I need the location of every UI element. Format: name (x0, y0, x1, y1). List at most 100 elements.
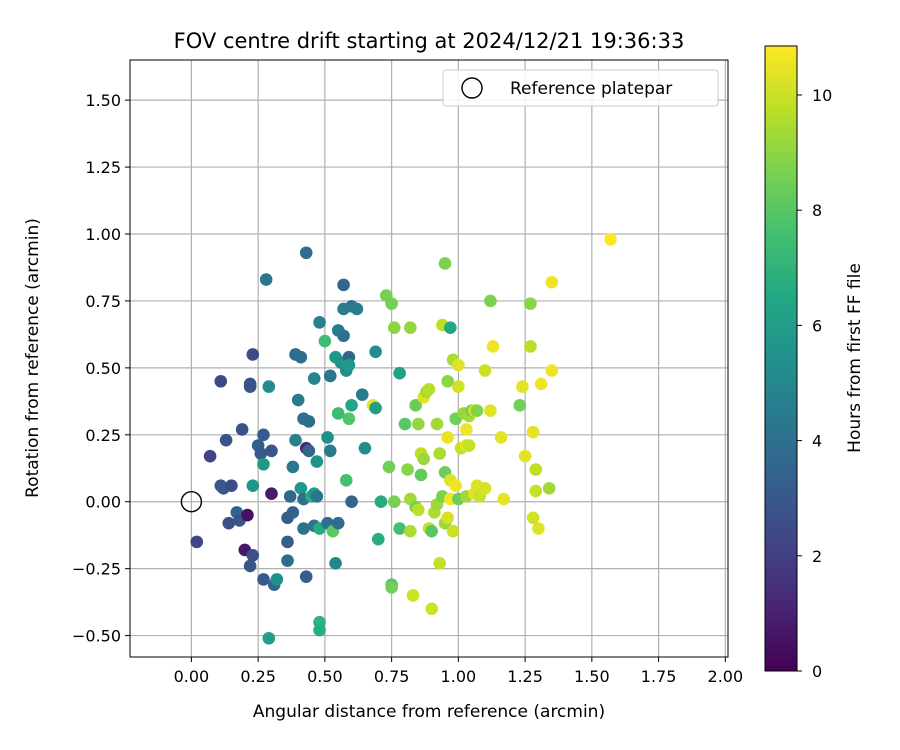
data-point (430, 417, 444, 431)
data-point (323, 444, 337, 458)
legend-marker (461, 77, 483, 99)
data-point (526, 425, 540, 439)
x-tick-label: 1.00 (441, 667, 477, 686)
data-point (412, 417, 425, 431)
data-point (329, 557, 342, 570)
data-point (286, 506, 300, 519)
data-point (412, 503, 425, 517)
data-point (387, 321, 401, 335)
data-point (225, 479, 238, 492)
data-point (449, 479, 462, 492)
data-point (387, 495, 401, 509)
data-point (339, 474, 353, 487)
data-point (524, 340, 537, 353)
data-point (262, 380, 276, 393)
data-point (438, 257, 452, 270)
x-tick-label: 1.50 (574, 667, 610, 686)
colorbar-tick-label: 0 (812, 662, 822, 681)
data-point (345, 399, 358, 412)
data-point (337, 278, 350, 292)
data-point (393, 366, 406, 380)
data-point (291, 393, 305, 407)
data-point (243, 380, 257, 393)
colorbar-tick-label: 8 (812, 201, 822, 220)
data-point (425, 524, 438, 538)
legend: Reference platepar (442, 69, 719, 107)
data-point (243, 559, 257, 573)
data-point (532, 522, 545, 535)
data-point (545, 364, 559, 377)
data-point (369, 401, 382, 415)
legend-box (442, 69, 719, 107)
data-point (283, 490, 297, 503)
data-point (518, 449, 532, 463)
y-tick-label: 0.25 (85, 426, 121, 445)
data-point (310, 455, 324, 468)
data-point (318, 334, 332, 348)
data-point (398, 417, 412, 431)
y-tick-label: 0.00 (85, 493, 121, 512)
legend-label: Reference platepar (510, 79, 672, 99)
data-point (222, 516, 236, 530)
data-point (478, 364, 492, 377)
data-point (604, 233, 617, 246)
reference-platepar-marker (180, 491, 203, 513)
y-axis: −0.50 −0.25 0.00 0.25 0.50 0.75 1.00 1.25 1.50 (72, 91, 130, 646)
plot-frame (129, 59, 729, 658)
data-point (246, 548, 260, 562)
data-point (542, 482, 556, 495)
data-point (497, 492, 511, 506)
data-point (294, 350, 308, 364)
data-point (297, 522, 310, 535)
data-point (294, 482, 308, 495)
data-point (262, 631, 276, 645)
y-tick-label: 0.75 (85, 292, 121, 311)
colorbar-tick-label: 4 (812, 432, 822, 451)
data-point (484, 294, 497, 308)
data-point (281, 554, 294, 567)
colorbar-tick-label: 6 (812, 316, 822, 335)
data-point (214, 374, 228, 388)
x-axis-label: Angular distance from reference (arcmin) (253, 702, 605, 722)
data-point (337, 329, 350, 343)
data-point (484, 404, 497, 418)
colorbar-tick-label: 10 (812, 86, 832, 105)
data-point (259, 273, 273, 286)
data-point (371, 532, 385, 546)
data-points (190, 233, 617, 645)
grid (130, 60, 728, 657)
data-point (302, 444, 316, 458)
data-point (299, 246, 313, 260)
data-point (516, 380, 529, 393)
data-point (382, 460, 396, 474)
data-point (313, 623, 326, 637)
data-point (513, 399, 527, 412)
data-point (310, 490, 324, 503)
data-point (289, 433, 302, 447)
data-point (441, 511, 454, 525)
data-point (409, 399, 422, 412)
data-point (350, 302, 364, 316)
data-point (374, 495, 388, 509)
x-tick-label: 0.00 (174, 667, 210, 686)
data-point (462, 439, 476, 452)
data-point (446, 524, 460, 538)
y-tick-label: 0.50 (85, 359, 121, 378)
x-tick-label: 2.00 (708, 667, 744, 686)
data-point (524, 297, 537, 310)
data-point (219, 433, 233, 447)
x-tick-label: 0.25 (240, 667, 276, 686)
data-point (417, 452, 430, 466)
data-point (331, 516, 345, 530)
data-point (265, 487, 278, 500)
data-point (401, 463, 414, 476)
data-point (444, 321, 457, 335)
data-point (369, 345, 382, 359)
x-tick-label: 0.75 (374, 667, 410, 686)
data-point (529, 484, 543, 498)
y-tick-label: 1.50 (85, 91, 121, 110)
data-point (190, 535, 204, 549)
data-point (342, 358, 356, 372)
x-axis: 0.00 0.25 0.50 0.75 1.00 1.25 1.50 1.75 2.00 (174, 657, 744, 686)
